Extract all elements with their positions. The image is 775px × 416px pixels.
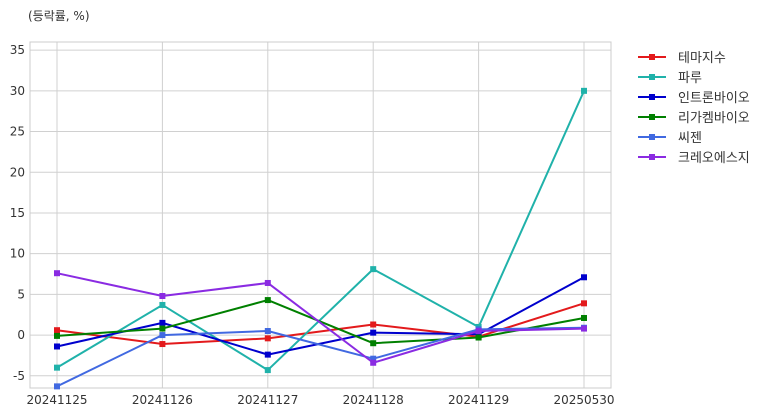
legend-swatch-marker (649, 154, 655, 160)
data-point (264, 335, 271, 342)
legend-swatch-marker (649, 74, 655, 80)
data-point (54, 270, 60, 277)
legend-label: 리가켐바이오 (678, 111, 750, 126)
x-tick-label: 20241128 (343, 393, 404, 407)
legend-label: 파루 (678, 71, 702, 86)
data-point (159, 332, 166, 339)
legend-label: 씨젠 (678, 131, 702, 146)
y-tick-label: 10 (10, 247, 25, 261)
y-tick-label: 15 (10, 206, 25, 220)
series-5 (54, 324, 587, 390)
data-point (54, 343, 60, 350)
legend-item: 파루 (638, 71, 702, 86)
legend-item: 인트론바이오 (638, 91, 750, 106)
data-point (54, 327, 60, 334)
series-line (56, 326, 585, 388)
legend-swatch-marker (649, 114, 655, 120)
y-tick-label: 35 (10, 43, 25, 57)
data-point (581, 325, 587, 332)
unit-label: (등락률, %) (28, 9, 90, 23)
data-point (159, 293, 166, 300)
data-point (370, 340, 377, 347)
y-tick-label: -5 (13, 369, 25, 383)
x-tick-label: 20241126 (132, 393, 193, 407)
y-tick-label: 0 (17, 328, 25, 342)
data-point (581, 274, 587, 281)
data-point (264, 351, 271, 358)
plot-frame (29, 41, 612, 389)
data-point (475, 334, 482, 341)
data-point (54, 383, 60, 390)
x-tick-label: 20241129 (448, 393, 509, 407)
grid (30, 42, 611, 388)
data-point (475, 331, 482, 338)
data-point (264, 367, 271, 374)
x-axis-tick-labels: 20241125 20241126 20241127 20241128 20241129… (26, 393, 614, 407)
data-point (370, 355, 377, 362)
data-point (581, 300, 587, 307)
data-point (581, 87, 587, 94)
y-tick-label: 20 (10, 165, 25, 179)
legend-label: 크레오에스지 (678, 151, 750, 166)
series-layer (54, 87, 587, 390)
data-point (370, 321, 377, 328)
legend-item: 크레오에스지 (638, 151, 750, 166)
series-line (56, 272, 585, 364)
series-line (56, 90, 585, 372)
y-axis-tick-labels: -5 0 5 10 15 20 25 30 35 (10, 43, 25, 383)
series-line (56, 276, 585, 356)
data-point (159, 325, 166, 332)
data-point (581, 314, 587, 321)
legend-swatch-marker (649, 94, 655, 100)
legend-item: 테마지수 (638, 51, 726, 66)
legend-item: 씨젠 (638, 131, 702, 146)
legend-label: 테마지수 (678, 51, 726, 66)
data-point (159, 341, 166, 348)
data-point (54, 364, 60, 371)
x-tick-label: 20250530 (553, 393, 614, 407)
series-6 (54, 270, 587, 366)
data-point (475, 328, 482, 335)
data-point (264, 328, 271, 335)
legend-swatch-marker (649, 134, 655, 140)
data-point (159, 301, 166, 308)
data-point (370, 359, 377, 366)
y-tick-label: 25 (10, 125, 25, 139)
legend-label: 인트론바이오 (678, 91, 750, 106)
data-point (370, 329, 377, 336)
legend-item: 리가켐바이오 (638, 111, 750, 126)
data-point (159, 319, 166, 326)
series-3 (54, 274, 587, 358)
data-point (54, 332, 60, 339)
data-point (264, 297, 271, 304)
y-tick-label: 5 (17, 287, 25, 301)
data-point (370, 266, 377, 273)
x-tick-label: 20241125 (26, 393, 87, 407)
x-tick-label: 20241127 (237, 393, 298, 407)
y-tick-label: 30 (10, 84, 25, 98)
legend-swatch-marker (649, 54, 655, 60)
data-point (264, 279, 271, 286)
